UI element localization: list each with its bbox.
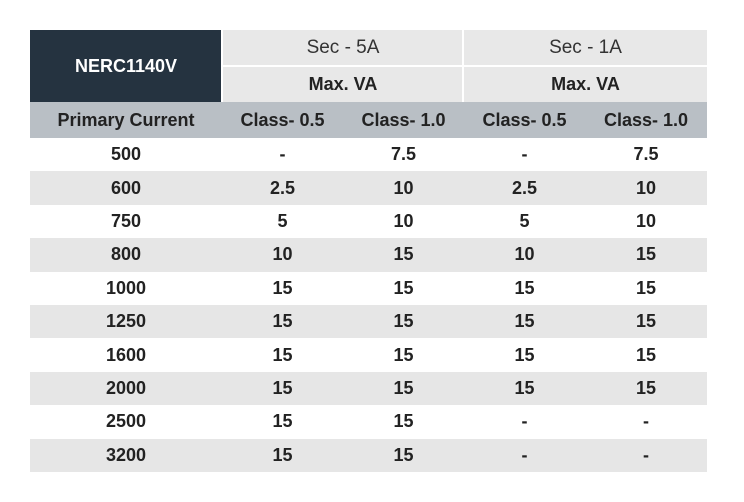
table-cell: 15 bbox=[393, 444, 414, 465]
table-cell: 15 bbox=[272, 311, 293, 332]
table-cell: 10 bbox=[393, 177, 414, 198]
group-header: Sec - 5A bbox=[222, 30, 464, 65]
row-header: 800 bbox=[110, 244, 142, 265]
column-header: Class- 1.0 bbox=[585, 102, 707, 138]
table-cell: 10 bbox=[635, 177, 657, 198]
table-cell: 15 bbox=[393, 411, 414, 432]
table-cell: 2.5 bbox=[269, 177, 296, 198]
table-cell: 15 bbox=[635, 377, 657, 398]
table-cell: 15 bbox=[514, 277, 535, 298]
table-cell: 10 bbox=[635, 210, 657, 231]
row-band bbox=[30, 305, 707, 339]
table-cell: - bbox=[521, 144, 528, 165]
group-subheader: Max. VA bbox=[464, 66, 707, 102]
column-header: Class- 1.0 bbox=[343, 102, 464, 138]
model-cell: NERC1140V bbox=[30, 30, 222, 102]
table-cell: 15 bbox=[635, 244, 657, 265]
table-cell: 15 bbox=[393, 311, 414, 332]
row-band bbox=[30, 371, 707, 406]
table-cell: 15 bbox=[272, 377, 293, 398]
row-header: 750 bbox=[110, 210, 142, 231]
table-cell: 15 bbox=[393, 244, 414, 265]
table-cell: 15 bbox=[514, 377, 535, 398]
table-cell: 2.5 bbox=[511, 177, 538, 198]
table-cell: 15 bbox=[393, 377, 414, 398]
table-cell: 15 bbox=[635, 344, 657, 365]
table-cell: - bbox=[643, 411, 649, 432]
row-band bbox=[30, 438, 707, 472]
table-cell: 15 bbox=[635, 277, 657, 298]
table-cell: 7.5 bbox=[633, 144, 659, 165]
column-header: Primary Current bbox=[30, 102, 222, 138]
row-header: 1600 bbox=[105, 344, 147, 365]
row-header: 500 bbox=[110, 144, 142, 165]
table-cell: - bbox=[521, 444, 528, 465]
row-band bbox=[30, 171, 707, 205]
row-header: 2000 bbox=[105, 377, 147, 398]
row-header: 1250 bbox=[105, 311, 147, 332]
table-cell: - bbox=[521, 411, 528, 432]
table-cell: 15 bbox=[393, 277, 414, 298]
group-header: Sec - 1A bbox=[464, 30, 707, 65]
row-header: 600 bbox=[110, 177, 142, 198]
table-cell: 15 bbox=[272, 444, 293, 465]
table-cell: 15 bbox=[272, 411, 293, 432]
row-header: 2500 bbox=[105, 411, 147, 432]
table-cell: 15 bbox=[514, 311, 535, 332]
table-cell: - bbox=[279, 144, 286, 165]
table-cell: 10 bbox=[272, 244, 293, 265]
table-cell: 15 bbox=[635, 311, 657, 332]
table-cell: 10 bbox=[393, 210, 414, 231]
table-cell: 7.5 bbox=[390, 144, 417, 165]
table-cell: 15 bbox=[272, 344, 293, 365]
table-cell: 10 bbox=[514, 244, 535, 265]
group-subheader: Max. VA bbox=[222, 66, 464, 102]
table-cell: 5 bbox=[277, 210, 288, 231]
column-header: Class- 0.5 bbox=[464, 102, 585, 138]
row-header: 1000 bbox=[105, 277, 147, 298]
row-header: 3200 bbox=[105, 444, 147, 465]
table-cell: 15 bbox=[272, 277, 293, 298]
row-band bbox=[30, 238, 707, 272]
table-cell: 15 bbox=[514, 344, 535, 365]
table-cell: 15 bbox=[393, 344, 414, 365]
separator bbox=[222, 65, 707, 67]
table-cell: 5 bbox=[519, 210, 530, 231]
column-header: Class- 0.5 bbox=[222, 102, 343, 138]
table-cell: - bbox=[643, 444, 649, 465]
